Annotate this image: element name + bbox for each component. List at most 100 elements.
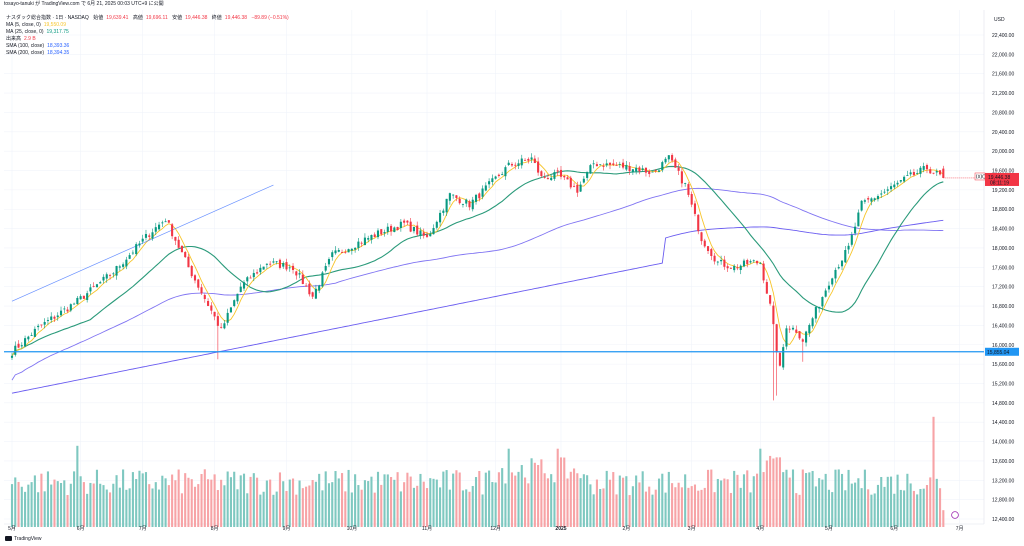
- candle-body: [99, 282, 102, 284]
- candle-body: [73, 303, 76, 305]
- volume-bar: [233, 471, 236, 527]
- candle-body: [82, 295, 85, 299]
- volume-bar: [546, 478, 549, 527]
- volume-bar: [863, 469, 866, 527]
- candle-body: [448, 193, 451, 201]
- candle-body: [713, 255, 716, 262]
- candle-body: [46, 320, 49, 322]
- volume-bar: [710, 469, 713, 527]
- y-tick-label: 16,400.00: [992, 323, 1014, 329]
- candle-body: [602, 165, 605, 167]
- volume-bar: [187, 477, 190, 527]
- volume-bar: [246, 493, 249, 527]
- y-tick-label: 20,400.00: [992, 130, 1014, 136]
- volume-bar: [889, 476, 893, 527]
- candle-body: [703, 240, 706, 247]
- volume-bar: [92, 483, 95, 527]
- volume-bar: [661, 473, 664, 527]
- candle-body: [14, 345, 17, 355]
- volume-bar: [164, 478, 167, 527]
- candle-body: [461, 204, 465, 205]
- volume-bar: [850, 483, 853, 527]
- candle-body: [733, 265, 736, 271]
- candle-body: [220, 326, 223, 328]
- volume-bar: [785, 469, 788, 527]
- candle-body: [706, 246, 710, 251]
- indicator-sma100[interactable]: SMA (100, close) 18,393.36: [6, 43, 292, 50]
- candle-body: [151, 232, 154, 239]
- indicator-name: 出来高: [6, 36, 22, 42]
- candle-body: [236, 293, 239, 302]
- legend-high-label: 高値: [132, 15, 143, 21]
- candle-body: [256, 272, 259, 274]
- candle-body: [314, 288, 317, 299]
- candle-body: [138, 243, 141, 246]
- indicator-sma200[interactable]: SMA (200, close) 18,394.35: [6, 50, 292, 57]
- candle-body: [360, 242, 363, 244]
- volume-bar: [135, 479, 138, 527]
- candle-body: [334, 250, 337, 254]
- volume-bar: [360, 489, 363, 527]
- candle-body: [86, 293, 89, 301]
- volume-bar: [543, 473, 546, 527]
- volume-bar: [504, 483, 507, 527]
- candle-body: [445, 198, 448, 213]
- volume-bar: [468, 491, 471, 527]
- volume-bar: [291, 478, 295, 527]
- indicator-ma5[interactable]: MA (5, close, 0) 19,550.09: [6, 22, 292, 29]
- candle-body: [651, 171, 654, 173]
- candle-body: [17, 343, 20, 348]
- volume-bar: [886, 476, 889, 527]
- volume-bar: [507, 448, 510, 527]
- volume-bar: [821, 479, 824, 527]
- candle-body: [818, 306, 821, 309]
- candle-body: [158, 224, 161, 230]
- indicator-ma25[interactable]: MA (25, close, 0) 19,317.75: [6, 29, 292, 36]
- volume-bar: [586, 475, 589, 527]
- sma200-line: [11, 219, 944, 394]
- candle-body: [873, 198, 876, 201]
- candle-body: [193, 275, 197, 281]
- currency-label: USD: [994, 17, 1005, 23]
- candle-body: [177, 239, 180, 248]
- candle-body: [599, 164, 602, 166]
- volume-bar: [827, 489, 830, 527]
- volume-bar: [716, 478, 719, 527]
- volume-bar: [514, 475, 517, 527]
- legend-symbol[interactable]: ナスダック総合指数 · 1日 · NASDAQ: [6, 15, 89, 21]
- candle-body: [27, 336, 30, 340]
- candle-body: [854, 226, 857, 234]
- tradingview-logo[interactable]: TradingView: [5, 536, 42, 543]
- chart-grid: [4, 10, 985, 525]
- volume-bar: [778, 457, 781, 527]
- x-tick-label: 5月: [825, 526, 833, 532]
- volume-bar: [265, 480, 268, 527]
- indicator-volume[interactable]: 出来高 2.9 B: [6, 36, 292, 43]
- candle-body: [808, 324, 811, 334]
- x-tick-label: 3月: [688, 526, 696, 532]
- volume-bar: [831, 492, 834, 527]
- volume-bar: [272, 494, 275, 527]
- volume-bar: [657, 478, 661, 527]
- candle-body: [556, 170, 559, 172]
- candle-body: [344, 252, 347, 254]
- candle-body: [478, 193, 481, 199]
- candle-body: [791, 327, 795, 330]
- candle-body: [331, 252, 334, 258]
- volume-bar: [517, 471, 520, 527]
- candle-body: [654, 170, 657, 172]
- candle-body: [700, 232, 703, 242]
- volume-bar: [484, 472, 487, 527]
- candle-body: [207, 301, 210, 306]
- candle-body: [710, 249, 713, 257]
- candle-body: [311, 292, 314, 297]
- volume-bar: [870, 494, 873, 527]
- candle-body: [115, 266, 118, 276]
- volume-bar: [50, 484, 53, 527]
- volume-bar: [357, 485, 360, 527]
- candle-body: [33, 328, 36, 337]
- volume-bar: [184, 473, 187, 527]
- candle-body: [739, 265, 742, 271]
- last-price-symbol: IXIC: [976, 174, 986, 180]
